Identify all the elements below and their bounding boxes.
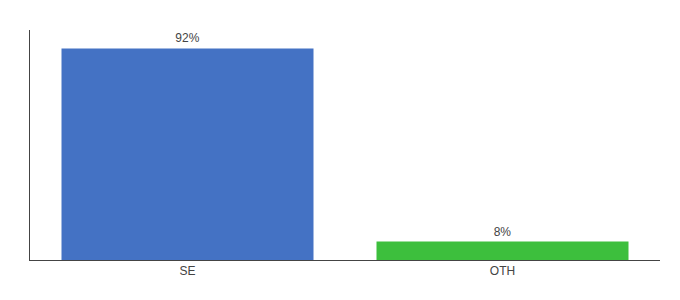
svg-text:OTH: OTH — [490, 264, 515, 278]
svg-text:92%: 92% — [175, 31, 199, 45]
svg-text:8%: 8% — [494, 225, 512, 239]
svg-text:SE: SE — [179, 264, 195, 278]
